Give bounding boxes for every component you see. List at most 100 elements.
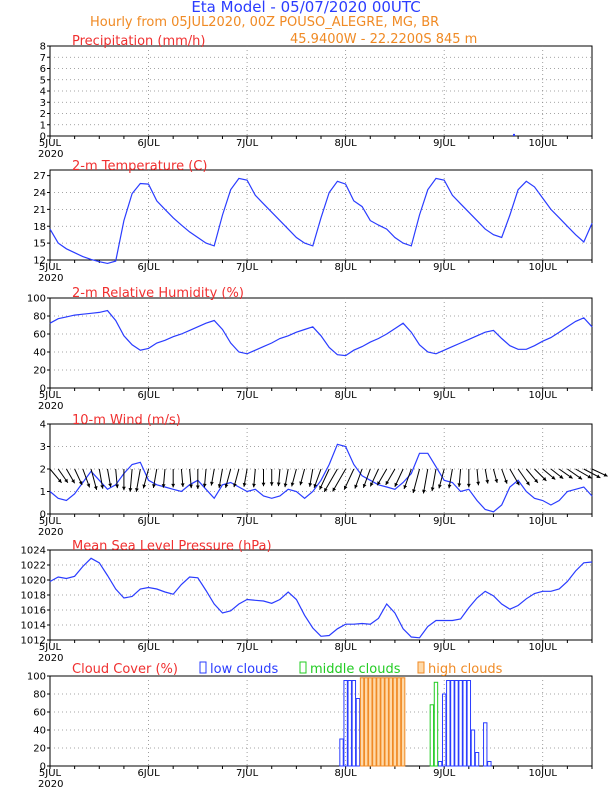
panel-frame-rh bbox=[49, 297, 593, 389]
data-point-mslp bbox=[172, 593, 174, 595]
data-point-temp bbox=[591, 223, 593, 224]
data-point-wind bbox=[222, 484, 223, 486]
data-point-temp bbox=[443, 179, 445, 181]
data-point-wind bbox=[246, 491, 248, 492]
data-point-wind bbox=[148, 479, 149, 481]
chart-subtitle: Hourly from 05JUL2020, 00Z POUSO_ALEGRE,… bbox=[90, 15, 439, 30]
data-point-mslp bbox=[189, 576, 190, 578]
x-tick-label-mslp: 6JUL bbox=[137, 642, 160, 653]
x-tick-label-cloud: 6JUL bbox=[137, 768, 160, 779]
data-point-rh bbox=[66, 316, 67, 318]
data-point-wind bbox=[238, 486, 240, 488]
data-point-temp bbox=[296, 237, 297, 238]
wind-barb-head bbox=[210, 481, 214, 486]
data-point-rh bbox=[279, 338, 281, 339]
data-point-rh bbox=[189, 330, 190, 331]
data-point-mslp bbox=[164, 591, 166, 593]
data-point-wind bbox=[468, 488, 470, 490]
cloud-bar-low-clouds bbox=[454, 680, 459, 767]
data-point-mslp bbox=[575, 570, 576, 572]
data-point-mslp bbox=[74, 575, 75, 577]
y-tick-label-cloud: 100 bbox=[27, 672, 46, 683]
data-point-mslp bbox=[238, 603, 240, 605]
wind-barb-head bbox=[142, 484, 147, 489]
y-tick-label-wind: 4 bbox=[40, 420, 46, 431]
x-tick-label-mslp: 7JUL bbox=[236, 642, 259, 653]
data-point-temp bbox=[304, 242, 305, 244]
y-tick-label-rh: 0 bbox=[40, 384, 46, 395]
y-tick-label-precip: 7 bbox=[40, 53, 46, 64]
cloud-bar-low-clouds bbox=[347, 680, 352, 767]
y-tick-label-wind: 1 bbox=[40, 487, 46, 498]
data-point-mslp bbox=[222, 612, 223, 614]
data-point-rh bbox=[591, 326, 593, 328]
x-tick-label-wind: 10JUL bbox=[528, 516, 557, 527]
x-tick-label-precip: 7JUL bbox=[236, 138, 259, 149]
cloud-bar-high-clouds bbox=[376, 677, 381, 767]
data-point-wind bbox=[230, 482, 231, 483]
data-point-mslp bbox=[263, 600, 264, 602]
data-point-wind bbox=[255, 488, 256, 490]
wind-barb bbox=[90, 468, 98, 490]
wind-barb-head bbox=[503, 479, 508, 484]
y-tick-label-rh: 80 bbox=[33, 312, 46, 323]
data-point-wind bbox=[263, 495, 264, 497]
data-point-mslp bbox=[328, 635, 330, 636]
data-point-mslp bbox=[279, 599, 281, 600]
data-point-mslp bbox=[419, 637, 420, 639]
y-tick-label-rh: 40 bbox=[33, 348, 46, 359]
data-point-temp bbox=[115, 260, 116, 262]
data-point-wind bbox=[386, 486, 387, 488]
wind-barb bbox=[135, 468, 141, 492]
data-point-temp bbox=[279, 220, 281, 221]
data-point-rh bbox=[263, 346, 264, 347]
data-point-temp bbox=[320, 217, 322, 219]
panel-title-mslp: Mean Sea Level Pressure (hPa) bbox=[72, 539, 272, 554]
data-point-temp bbox=[526, 180, 527, 182]
wind-barb-head bbox=[189, 484, 193, 489]
data-point-temp bbox=[98, 261, 100, 262]
data-point-wind bbox=[583, 486, 585, 488]
data-point-mslp bbox=[181, 584, 182, 585]
data-point-mslp bbox=[197, 577, 199, 579]
cloud-bar-low-clouds bbox=[450, 680, 455, 767]
series-line-rh bbox=[49, 309, 593, 357]
chart-title: Eta Model - 05/07/2020 00UTC bbox=[191, 0, 420, 16]
cloud-bar-low-clouds bbox=[446, 680, 451, 767]
data-point-rh bbox=[583, 317, 585, 319]
cloud-bar-low-clouds bbox=[458, 680, 463, 767]
x-tick-label-temp: 6JUL bbox=[137, 262, 160, 273]
data-point-temp bbox=[345, 183, 346, 185]
data-point-mslp bbox=[493, 595, 494, 597]
wind-barb-head bbox=[525, 481, 530, 486]
data-point-wind bbox=[320, 479, 322, 481]
wind-barb-head bbox=[422, 489, 426, 494]
wind-barb-head bbox=[128, 488, 133, 492]
wind-barb-head bbox=[430, 487, 435, 492]
data-point-rh bbox=[526, 349, 527, 350]
y-tick-label-rh: 20 bbox=[33, 366, 46, 377]
data-point-wind bbox=[567, 491, 568, 492]
data-point-rh bbox=[107, 310, 108, 311]
data-point-temp bbox=[386, 228, 387, 230]
wind-barb bbox=[422, 468, 429, 494]
wind-barb-head bbox=[438, 484, 442, 489]
cloud-bar-high-clouds bbox=[372, 677, 377, 767]
data-point-rh bbox=[337, 354, 338, 356]
panel-title-temp: 2-m Temperature (C) bbox=[72, 159, 207, 174]
data-point-rh bbox=[353, 349, 355, 351]
data-point-rh bbox=[501, 338, 502, 339]
data-point-wind bbox=[361, 475, 363, 477]
data-point-temp bbox=[509, 214, 511, 216]
data-point-wind bbox=[591, 495, 593, 497]
wind-barb-head bbox=[308, 482, 313, 487]
data-point-temp bbox=[172, 217, 174, 219]
y-tick-label-wind: 2 bbox=[40, 465, 46, 476]
data-point-rh bbox=[90, 313, 92, 314]
cloud-bar-high-clouds bbox=[368, 677, 373, 767]
wind-barb-head bbox=[394, 482, 399, 487]
data-point-rh bbox=[82, 313, 84, 315]
data-point-wind bbox=[353, 464, 355, 465]
data-point-wind bbox=[369, 479, 371, 481]
cloud-bar-low-clouds bbox=[339, 738, 344, 767]
